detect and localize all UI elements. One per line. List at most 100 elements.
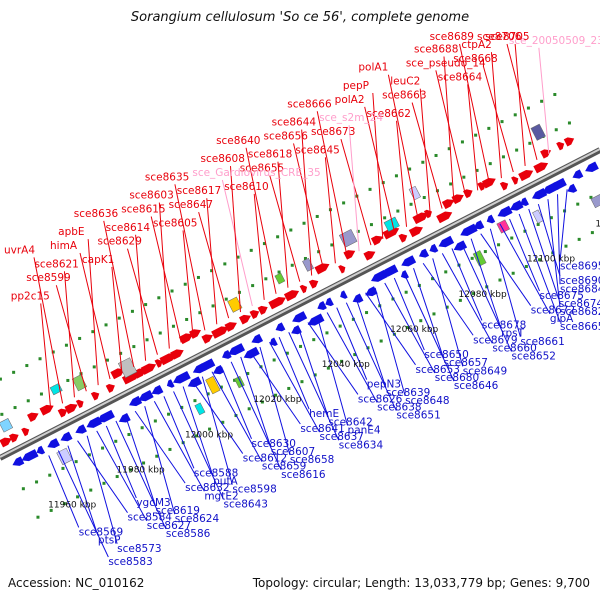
feature-box-shape [205, 375, 221, 395]
forward-gene-arrow [268, 296, 286, 310]
tick-dot [264, 277, 268, 281]
reverse-gene-arrow [400, 270, 409, 279]
forward-gene-arrow-shape [314, 263, 330, 275]
forward-gene-arrow [370, 235, 384, 246]
reverse-gene-arrow-shape [197, 358, 216, 371]
tick-dot [91, 330, 95, 334]
tick-dot [524, 264, 528, 268]
tick-dot [422, 196, 426, 200]
gene-label-top: sce8688 [414, 43, 458, 55]
tick-dot [144, 303, 148, 307]
tick-dot [180, 405, 184, 409]
bottom-leader-line [307, 322, 359, 395]
bottom-leader-line [489, 228, 521, 337]
top-leader-line [174, 184, 206, 331]
gene-label-top: sce8618 [248, 149, 292, 161]
tick-dot [92, 365, 96, 369]
top-leader-line [348, 125, 360, 252]
forward-gene-arrow [75, 399, 84, 409]
bottom-leader-line [336, 307, 368, 380]
accession-label: Accession: NC_010162 [8, 576, 145, 590]
reverse-gene-arrow-shape [307, 313, 325, 326]
gene-label-bottom: sce8690 [560, 275, 600, 287]
position-tick: 12020 kbp [253, 395, 301, 405]
tick-dot [49, 508, 53, 512]
tick-dot [299, 344, 303, 348]
forward-gene-arrow [105, 384, 115, 393]
top-leader-line [33, 257, 64, 404]
bottom-leader-line [461, 243, 512, 352]
tick-dot [300, 380, 304, 384]
reverse-gene-arrow-shape [251, 333, 264, 344]
top-leader-line [229, 166, 241, 313]
forward-gene-arrow [178, 333, 194, 345]
gene-label-top: sce8599 [26, 272, 70, 284]
top-leader-line [111, 266, 123, 373]
forward-gene-arrow [211, 326, 229, 339]
gene-label-bottom: rpsT [501, 328, 524, 340]
tick-dot [381, 181, 385, 185]
tick-dot [513, 113, 517, 117]
backbone-layer [0, 147, 600, 461]
tick-dot [193, 399, 197, 403]
tick-dot [25, 364, 29, 368]
forward-gene-arrow-shape [201, 334, 213, 344]
tick-dot [224, 297, 228, 301]
forward-gene-arrow-shape [105, 384, 115, 393]
reverse-gene-arrow [269, 337, 278, 347]
tick-dot [145, 338, 149, 342]
forward-gene-arrow [8, 433, 19, 443]
reverse-gene-arrow-shape [187, 376, 203, 388]
reverse-gene-arrow [97, 409, 115, 423]
tick-dot [330, 243, 334, 247]
reverse-gene-arrow [151, 384, 164, 395]
top-leader-line [253, 193, 265, 300]
top-leader-line [63, 271, 75, 398]
tick-dot [249, 248, 253, 252]
top-leader-line [293, 143, 325, 270]
forward-gene-arrow [563, 137, 575, 147]
gene-label-bottom: sce8660 [492, 342, 536, 354]
top-leader-line [324, 157, 336, 264]
top-leader-line [411, 102, 443, 209]
tick-dot [157, 296, 161, 300]
forward-gene-arrow-shape [499, 181, 509, 191]
tick-dot [406, 325, 410, 329]
tick-dot [132, 345, 136, 349]
bottom-leader-line [518, 213, 561, 323]
gene-label-top: sce8605 [153, 217, 197, 229]
gene-label-top: sce8614 [106, 222, 151, 234]
gene-label-top: sce8689 [430, 31, 474, 43]
gene-label-bottom: sce8652 [512, 351, 556, 363]
bottom-leader-line [537, 203, 561, 277]
reverse-gene-arrow-shape [291, 325, 302, 335]
tick-dot [391, 297, 395, 301]
tick-dot [483, 250, 487, 254]
forward-gene-arrow [463, 189, 473, 199]
reverse-gene-arrow [497, 205, 513, 217]
feature-box [532, 209, 544, 224]
bottom-leader-line [432, 258, 464, 367]
tick-dot [211, 304, 215, 308]
bottom-leader-line [96, 430, 148, 522]
backbone-highlight [0, 148, 600, 458]
forward-gene-arrow [533, 162, 549, 174]
tick-dot [445, 305, 449, 309]
gene-label-bottom: sce8679 [473, 334, 517, 346]
gene-label-bottom: sce8682 [560, 306, 600, 318]
bottom-leader-line [470, 238, 502, 329]
gene-label-bottom: sce8616 [281, 469, 326, 481]
bottom-leader-line [144, 406, 176, 515]
tick-dot [21, 487, 25, 491]
gene-label-top: sce8656 [264, 130, 309, 142]
tick-dot [302, 221, 306, 225]
gene-label-bottom: sce8653 [416, 364, 460, 376]
tick-dot [74, 460, 78, 464]
top-leader-line [55, 285, 87, 392]
gene-label-bottom: sce8583 [108, 556, 152, 568]
tick-dot [223, 262, 227, 266]
tick-dot [408, 167, 412, 171]
top-leader-line [277, 161, 289, 288]
tick-dot [89, 488, 93, 492]
